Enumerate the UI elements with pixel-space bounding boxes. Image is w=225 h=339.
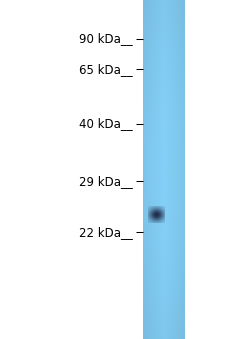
Text: 40 kDa__: 40 kDa__ [79,117,133,130]
Text: 22 kDa__: 22 kDa__ [79,226,133,239]
Text: 29 kDa__: 29 kDa__ [79,175,133,188]
Text: 90 kDa__: 90 kDa__ [79,33,133,45]
Text: 65 kDa__: 65 kDa__ [79,63,133,76]
